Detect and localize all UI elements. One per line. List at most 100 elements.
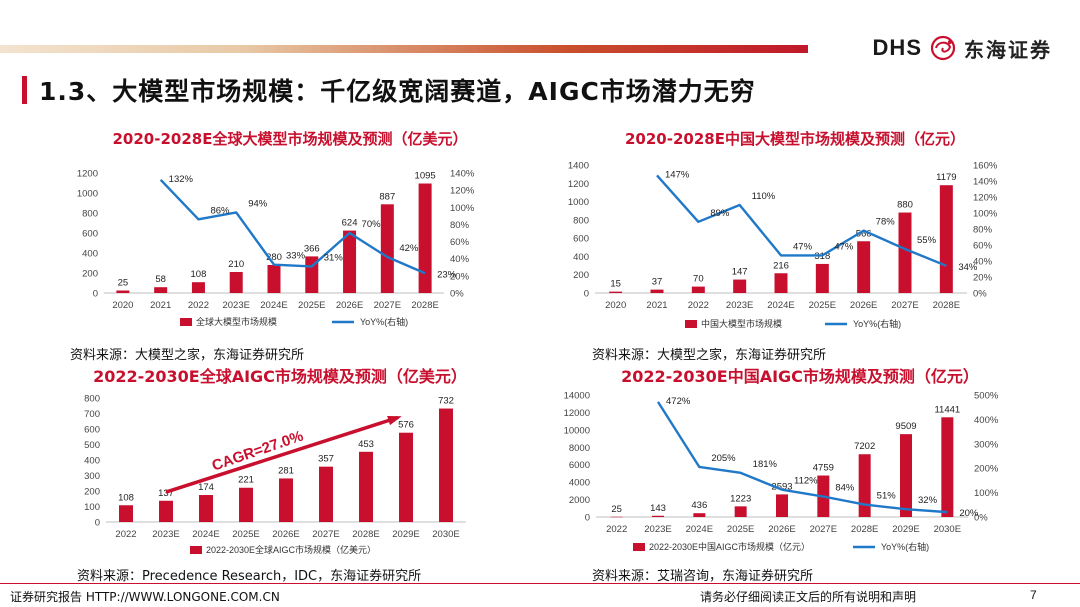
chart4-china-aigc-market: 0 2000 4000 6000 8000 10000 12000 14000 0% 100% 20… (564, 391, 999, 553)
title-marker (22, 76, 27, 104)
chart2-china-llm-market: 0 200 400 600 800 1000 1200 1400 0% 20% 40% 60% 80% 1… (568, 161, 998, 330)
y-left-tick-label: 200 (573, 270, 589, 281)
y-right-tick-label: 140% (450, 169, 475, 180)
yoy-value-label: 472% (666, 396, 691, 407)
bar (199, 495, 213, 522)
yoy-value-label: 70% (362, 219, 382, 230)
x-tick-label: 2021 (150, 300, 171, 311)
y-left-tick-label: 2000 (569, 495, 590, 506)
x-tick-label: 2029E (392, 529, 419, 540)
y-left-tick-label: 800 (573, 215, 589, 226)
bar-value-label: 566 (856, 228, 872, 239)
yoy-value-label: 47% (834, 241, 854, 252)
yoy-value-label: 42% (399, 243, 419, 254)
chart3-source: 资料来源：Precedence Research，IDC，东海证券研究所 (77, 569, 422, 584)
x-tick-label: 2026E (850, 300, 877, 311)
bar-value-label: 366 (304, 243, 320, 254)
bar (858, 454, 871, 517)
chart4-title: 2022-2030E中国AIGC市场规模及预测（亿元） (621, 367, 979, 386)
legend-bar-swatch (685, 320, 697, 328)
bar (154, 287, 168, 293)
x-tick-label: 2028E (851, 524, 878, 535)
y-left-tick-label: 500 (84, 440, 100, 451)
x-tick-label: 2027E (374, 300, 401, 311)
bar (898, 212, 912, 293)
yoy-line (159, 179, 426, 275)
y-right-tick-label: 80% (450, 220, 470, 231)
x-tick-label: 2024E (767, 300, 794, 311)
y-left-tick-label: 4000 (569, 478, 590, 489)
y-left-tick-label: 0 (93, 289, 98, 300)
bar-value-label: 9509 (895, 421, 916, 432)
x-tick-label: 2029E (892, 524, 919, 535)
legend-line-label: YoY%(右轴) (360, 316, 408, 327)
footer-rule (0, 583, 1080, 584)
x-tick-label: 2022 (606, 524, 627, 535)
bar (359, 451, 373, 522)
yoy-value-label: 78% (876, 217, 896, 228)
bar (343, 230, 357, 293)
page-title: 1.3、大模型市场规模：千亿级宽阔赛道，AIGC市场潜力无穷 (39, 77, 756, 106)
y-left-tick-label: 100 (84, 502, 100, 513)
legend-bar-label: 2022-2030E中国AIGC市场规模（亿元） (649, 541, 810, 552)
bar-value-label: 58 (155, 274, 166, 285)
yoy-value-label: 51% (877, 491, 897, 502)
y-left-tick-label: 400 (82, 249, 98, 260)
bar-value-label: 1179 (936, 172, 956, 183)
chart2-source: 资料来源：大模型之家，东海证券研究所 (592, 348, 827, 363)
bar-value-label: 624 (342, 218, 358, 229)
bar-value-label: 281 (278, 465, 294, 476)
x-tick-label: 2026E (336, 300, 363, 311)
bar (229, 272, 243, 293)
bar-value-label: 436 (691, 500, 707, 511)
legend-line-label: YoY%(右轴) (881, 541, 929, 552)
bar-value-label: 1095 (415, 171, 436, 182)
bar-value-label: 1223 (730, 493, 751, 504)
bar-value-label: 576 (398, 420, 414, 431)
y-left-tick-label: 0 (95, 518, 100, 529)
x-tick-label: 2025E (298, 300, 325, 311)
y-right-tick-label: 0% (974, 513, 988, 524)
y-right-tick-label: 40% (450, 254, 470, 265)
y-left-tick-label: 1200 (77, 169, 98, 180)
chart4-source: 资料来源：艾瑞咨询，东海证券研究所 (592, 569, 814, 584)
bar-value-label: 453 (358, 439, 374, 450)
yoy-value-label: 23% (437, 269, 457, 280)
y-right-tick-label: 120% (450, 186, 475, 197)
chart1-global-llm-market: 0 200 400 600 800 1000 1200 0% 20% 40% 60% 80% 100% 1… (77, 169, 475, 328)
yoy-value-label: 147% (665, 169, 690, 180)
bar (693, 513, 706, 517)
x-tick-label: 2028E (411, 300, 438, 311)
x-tick-label: 2025E (809, 300, 836, 311)
y-left-tick-label: 600 (573, 234, 589, 245)
legend-bar-label: 中国大模型市场规模 (701, 318, 782, 329)
y-left-tick-label: 1000 (77, 189, 98, 200)
y-left-tick-label: 800 (84, 394, 100, 405)
bar-value-label: 4759 (813, 463, 834, 474)
bar (857, 241, 871, 293)
yoy-value-label: 89% (710, 208, 730, 219)
y-left-tick-label: 400 (573, 252, 589, 263)
x-tick-label: 2025E (727, 524, 754, 535)
x-tick-label: 2020 (112, 300, 133, 311)
bar (774, 273, 788, 293)
bar (418, 183, 432, 293)
legend-bar-label: 2022-2030E全球AIGC市场规模（亿美元） (206, 544, 376, 555)
bar (650, 289, 664, 293)
bar (610, 516, 623, 518)
chart1-title: 2020-2028E全球大模型市场规模及预测（亿美元） (112, 130, 468, 148)
bar-value-label: 143 (650, 503, 666, 514)
bar-value-label: 70 (693, 274, 704, 285)
yoy-line (656, 174, 947, 267)
x-tick-label: 2025E (232, 529, 259, 540)
y-right-tick-label: 60% (973, 241, 993, 252)
x-tick-label: 2024E (192, 529, 219, 540)
legend-bar-label: 全球大模型市场规模 (196, 316, 277, 327)
yoy-value-label: 84% (835, 483, 855, 494)
y-right-tick-label: 500% (974, 391, 999, 402)
y-right-tick-label: 80% (973, 225, 993, 236)
bar (776, 494, 788, 517)
header-accent-bar (0, 45, 808, 53)
x-tick-label: 2027E (810, 524, 837, 535)
yoy-value-label: 55% (917, 235, 937, 246)
